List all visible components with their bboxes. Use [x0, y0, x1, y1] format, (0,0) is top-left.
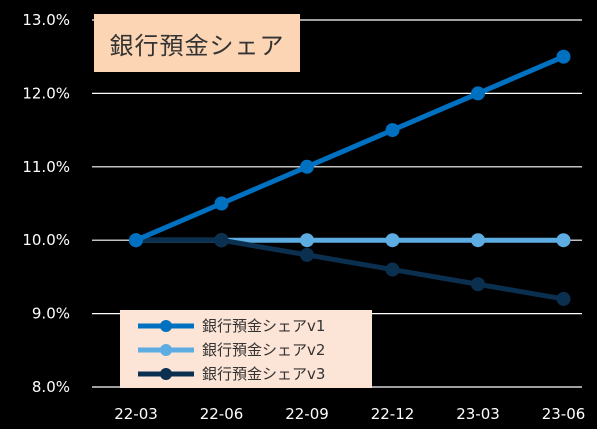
data-point-v2: [385, 233, 400, 248]
data-point-v2: [556, 233, 571, 248]
x-tick-label: 22-09: [285, 405, 329, 423]
data-point-v3: [214, 233, 229, 248]
data-point-v3: [556, 291, 571, 306]
data-point-v1: [129, 233, 143, 248]
legend-swatch-v1: [138, 320, 194, 332]
y-tick-label: 13.0%: [22, 11, 70, 29]
legend-swatch-v3: [138, 368, 194, 380]
chart-title-box: 銀行預金シェア: [94, 14, 300, 72]
x-tick-label: 22-03: [114, 405, 158, 423]
chart-title: 銀行預金シェア: [109, 31, 285, 60]
series-line-v3: [136, 237, 564, 302]
x-tick-label: 23-03: [456, 405, 500, 423]
y-tick-label: 12.0%: [22, 84, 70, 102]
data-point-v2: [300, 233, 314, 248]
data-point-v1: [471, 86, 485, 101]
legend-item-v1: 銀行預金シェアv1: [120, 314, 372, 338]
y-tick-label: 11.0%: [22, 158, 70, 176]
series-line-v1: [135, 54, 565, 243]
y-tick-label: 8.0%: [32, 378, 70, 396]
x-tick-label: 23-06: [542, 405, 586, 423]
y-tick-label: 10.0%: [22, 231, 70, 249]
legend: 銀行預金シェアv1 銀行預金シェアv2 銀行預金シェアv3: [120, 310, 372, 388]
y-tick-label: 9.0%: [32, 305, 70, 323]
legend-item-v3: 銀行預金シェアv3: [120, 362, 372, 386]
data-point-v1: [300, 159, 314, 174]
x-tick-label: 22-12: [371, 405, 415, 423]
data-point-v1: [214, 196, 229, 211]
data-point-v2: [471, 233, 485, 248]
legend-swatch-v2: [138, 344, 194, 356]
data-point-v3: [471, 277, 485, 292]
legend-item-v2: 銀行預金シェアv2: [120, 338, 372, 362]
data-point-v3: [385, 262, 400, 277]
data-point-v1: [385, 123, 400, 138]
legend-label-v2: 銀行預金シェアv2: [202, 341, 326, 359]
legend-label-v1: 銀行預金シェアv1: [202, 317, 326, 335]
data-point-v1: [556, 49, 571, 64]
legend-label-v3: 銀行預金シェアv3: [202, 365, 326, 383]
x-tick-label: 22-06: [200, 405, 244, 423]
data-point-v3: [300, 247, 314, 262]
